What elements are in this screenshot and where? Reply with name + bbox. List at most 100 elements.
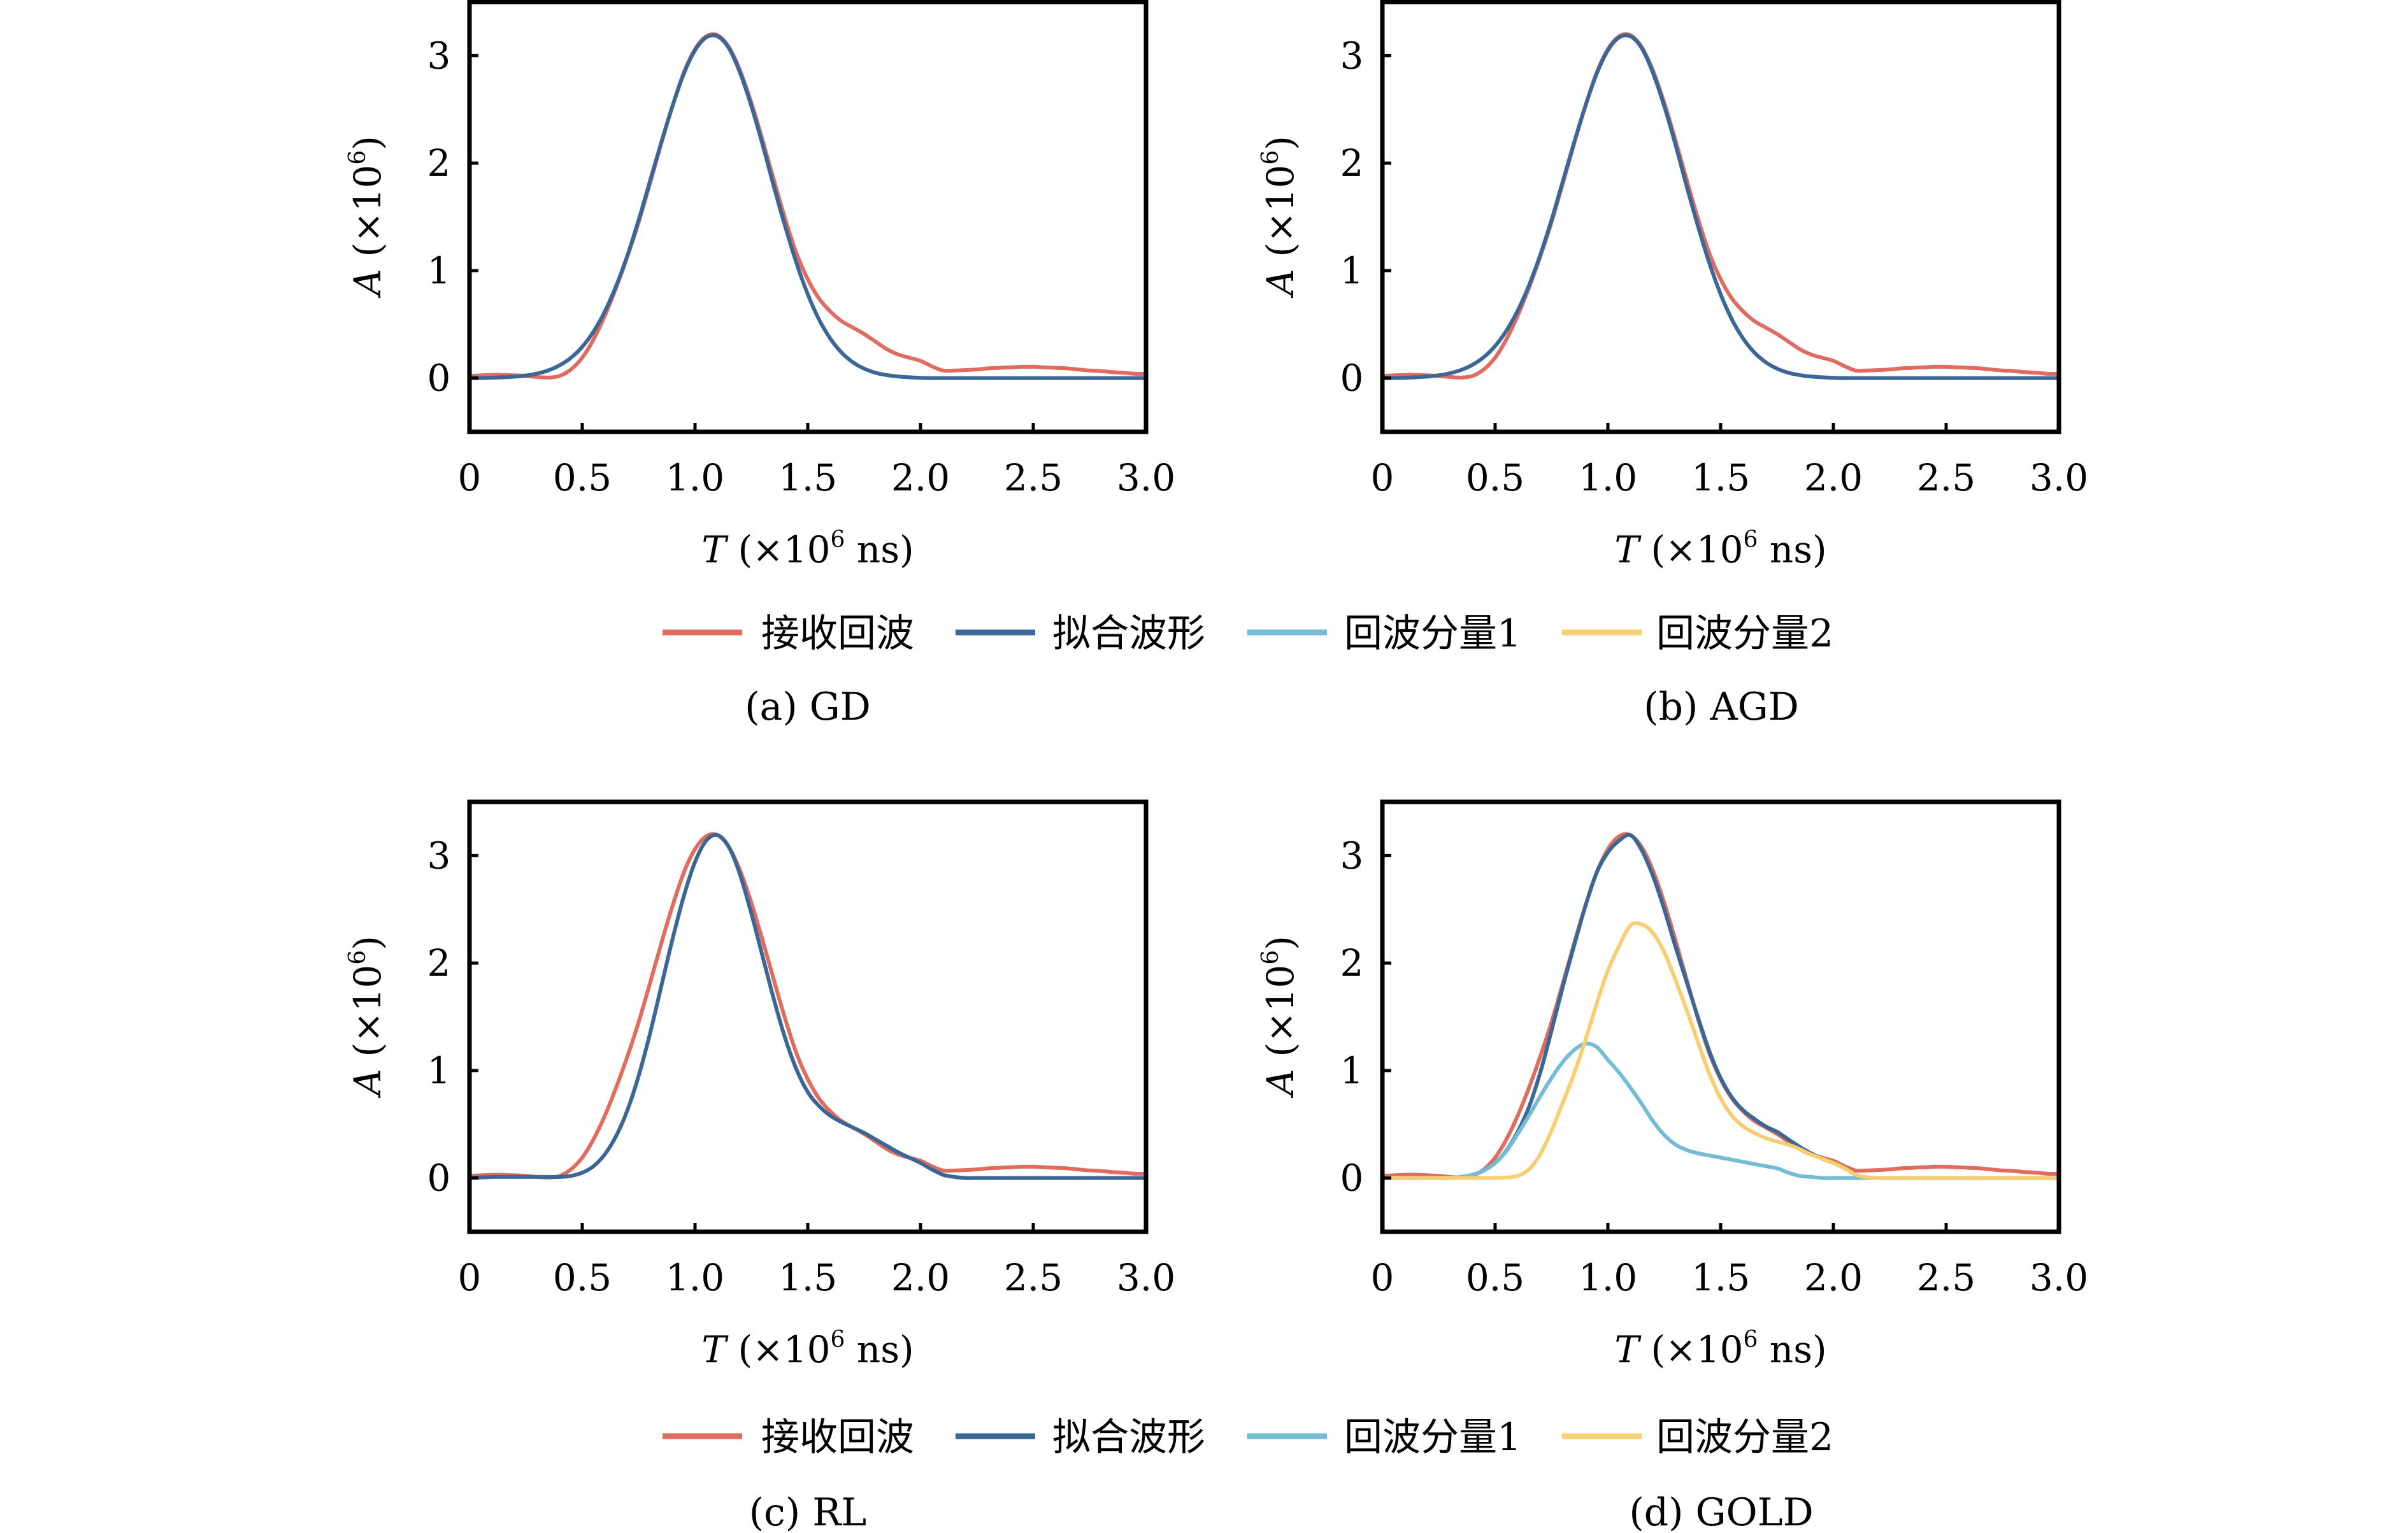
y-tick-label: 2 xyxy=(427,941,451,985)
y-axis-label: A (×106) xyxy=(1258,136,1302,299)
x-axis-label: T (×106 ns) xyxy=(1614,1327,1826,1371)
y-tick-label: 3 xyxy=(1340,34,1364,77)
x-tick-label: 2.0 xyxy=(1804,1256,1863,1299)
series-line-received xyxy=(469,32,1146,380)
y-axis-label-exponent: 6 xyxy=(1258,950,1284,965)
caption-gold: (d) GOLD xyxy=(1629,1490,1813,1533)
y-axis-label-unit: (×10 xyxy=(1259,165,1302,269)
y-axis-label-unit: (×10 xyxy=(1259,965,1302,1069)
y-tick-label: 3 xyxy=(427,834,451,877)
x-tick-label: 1.0 xyxy=(1579,1256,1637,1299)
y-tick-label: 0 xyxy=(427,357,451,400)
x-axis-label-unit: (×10 xyxy=(1639,528,1743,571)
x-tick-label: 1.0 xyxy=(666,456,724,499)
x-axis-label-unit-close: ns) xyxy=(845,1328,914,1371)
y-axis-label: A (×106) xyxy=(1258,936,1302,1099)
y-tick-label: 2 xyxy=(1340,141,1364,185)
x-tick-label: 0 xyxy=(1371,456,1394,499)
y-axis-label-unit-close: ) xyxy=(346,136,389,150)
x-axis-label-unit-close: ns) xyxy=(845,528,914,571)
y-tick-label: 3 xyxy=(427,34,451,77)
legend-label-component1: 回波分量1 xyxy=(1344,611,1521,656)
x-tick-label: 2.0 xyxy=(1804,456,1863,499)
x-axis-label-exponent: 6 xyxy=(1744,1327,1758,1353)
y-tick-label: 2 xyxy=(1340,941,1364,985)
x-tick-label: 3.0 xyxy=(1117,456,1175,499)
x-axis-label-var: T xyxy=(1614,1328,1642,1371)
x-tick-label: 1.5 xyxy=(1691,1256,1750,1299)
x-tick-label: 0 xyxy=(458,1256,482,1299)
x-axis-label-unit: (×10 xyxy=(726,528,830,571)
y-axis-label-exponent: 6 xyxy=(345,950,371,965)
y-axis-label-unit-close: ) xyxy=(1259,936,1302,950)
series-line-fitted xyxy=(469,33,1146,380)
legend-bottom: 接收回波 拟合波形 回波分量1 回波分量2 xyxy=(663,1415,1833,1460)
series-group xyxy=(469,32,1146,380)
y-axis-label-exponent: 6 xyxy=(345,150,371,165)
x-tick-label: 0.5 xyxy=(553,456,612,499)
x-tick-label: 2.5 xyxy=(1004,1256,1063,1299)
x-tick-label: 0.5 xyxy=(553,1256,612,1299)
x-tick-label: 0 xyxy=(458,456,482,499)
series-line-fitted xyxy=(469,832,1146,1180)
x-axis-label: T (×106 ns) xyxy=(1614,527,1826,571)
x-tick-label: 0.5 xyxy=(1466,456,1524,499)
legend-top: 接收回波 拟合波形 回波分量1 回波分量2 xyxy=(663,611,1833,656)
series-line-received xyxy=(1382,832,2059,1180)
y-axis-label: A (×106) xyxy=(345,936,389,1099)
y-tick-label: 3 xyxy=(1340,834,1364,877)
y-tick-label: 1 xyxy=(427,249,451,292)
series-line-component1 xyxy=(1382,1041,2059,1180)
y-tick-label: 1 xyxy=(427,1049,451,1092)
y-tick-label: 0 xyxy=(1340,357,1364,400)
series-line-fitted xyxy=(1382,33,2059,380)
x-tick-label: 1.5 xyxy=(778,456,837,499)
caption-gd: (a) GD xyxy=(745,685,871,729)
y-axis-label-var: A xyxy=(346,269,389,299)
x-axis-label-exponent: 6 xyxy=(831,527,845,553)
legend-label-component2: 回波分量2 xyxy=(1656,1415,1833,1460)
x-tick-label: 2.0 xyxy=(891,456,950,499)
series-group xyxy=(1382,832,2059,1180)
x-axis-label-unit-close: ns) xyxy=(1758,1328,1826,1371)
y-tick-label: 1 xyxy=(1340,249,1364,292)
y-axis-label-var: A xyxy=(1259,269,1302,299)
series-group xyxy=(469,832,1146,1180)
y-axis-label-unit-close: ) xyxy=(1259,136,1302,150)
x-axis-label-unit-close: ns) xyxy=(1758,528,1826,571)
legend-label-fitted: 拟合波形 xyxy=(1052,611,1205,656)
legend-label-received: 接收回波 xyxy=(761,1415,914,1460)
x-tick-label: 1.5 xyxy=(1691,456,1750,499)
series-line-received xyxy=(1382,32,2059,380)
x-axis-label-exponent: 6 xyxy=(831,1327,845,1353)
y-axis-label-unit-close: ) xyxy=(346,936,389,950)
caption-agd: (b) AGD xyxy=(1644,685,1799,729)
x-axis-label: T (×106 ns) xyxy=(701,527,914,571)
y-axis-label-unit: (×10 xyxy=(346,965,389,1069)
y-tick-label: 0 xyxy=(427,1157,451,1200)
caption-rl: (c) RL xyxy=(749,1490,867,1533)
series-line-received xyxy=(469,832,1146,1180)
y-axis-label-var: A xyxy=(1259,1069,1302,1099)
x-tick-label: 3.0 xyxy=(2030,1256,2088,1299)
series-line-component2 xyxy=(1382,921,2059,1180)
x-tick-label: 3.0 xyxy=(2030,456,2088,499)
x-axis-label-unit: (×10 xyxy=(1639,1328,1743,1371)
y-tick-label: 1 xyxy=(1340,1049,1364,1092)
x-axis-label-var: T xyxy=(1614,528,1642,571)
x-tick-label: 0 xyxy=(1371,1256,1394,1299)
y-axis-label: A (×106) xyxy=(345,136,389,299)
y-axis-label-exponent: 6 xyxy=(1258,150,1284,165)
y-axis-label-unit: (×10 xyxy=(346,165,389,269)
x-tick-label: 1.0 xyxy=(666,1256,724,1299)
y-tick-label: 2 xyxy=(427,141,451,185)
series-group xyxy=(1382,32,2059,380)
x-tick-label: 0.5 xyxy=(1466,1256,1524,1299)
x-axis-label-unit: (×10 xyxy=(726,1328,830,1371)
legend-label-fitted: 拟合波形 xyxy=(1052,1415,1205,1460)
legend-label-component2: 回波分量2 xyxy=(1656,611,1833,656)
y-axis-label-var: A xyxy=(346,1069,389,1099)
